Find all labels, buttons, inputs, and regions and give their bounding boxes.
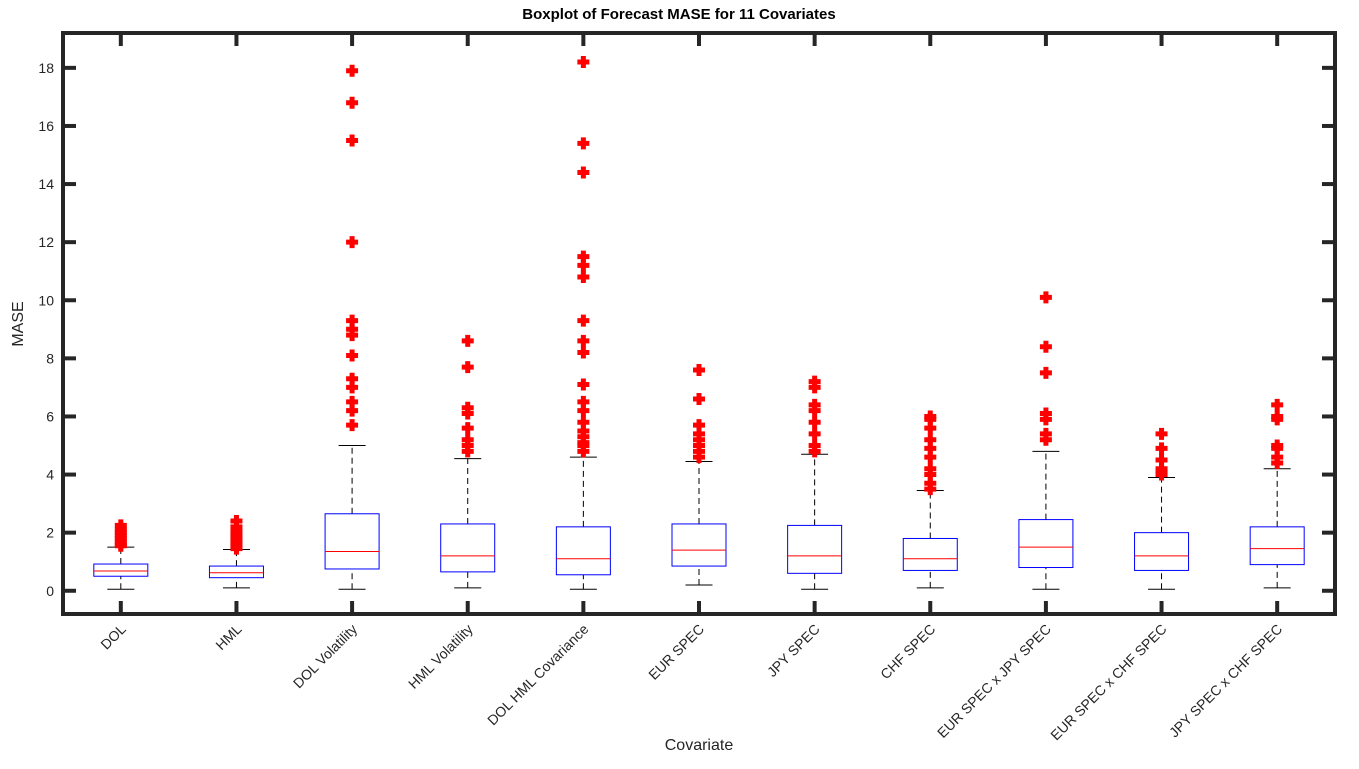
iqr-box (324, 513, 380, 570)
iqr-box (1018, 519, 1074, 569)
outlier-point (808, 375, 821, 388)
outlier-point (346, 349, 359, 362)
outlier-point (808, 416, 821, 429)
outlier-point (577, 166, 590, 179)
y-tick-label: 8 (46, 350, 54, 366)
y-axis-label: MASE (10, 301, 27, 346)
y-tick-label: 6 (46, 408, 54, 424)
outlier-point (577, 56, 590, 69)
chart-title: Boxplot of Forecast MASE for 11 Covariat… (522, 6, 835, 23)
y-tick-label: 0 (46, 583, 54, 599)
outlier-point (114, 519, 127, 532)
iqr-box (440, 523, 496, 573)
y-tick-label: 2 (46, 525, 54, 541)
iqr-box (93, 563, 149, 577)
outlier-point (808, 398, 821, 411)
outlier-point (1039, 366, 1052, 379)
iqr-box (902, 537, 958, 571)
outlier-point (346, 419, 359, 432)
outlier-point (577, 250, 590, 263)
y-tick-label: 18 (38, 60, 54, 76)
outlier-point (230, 515, 243, 528)
x-axis-label: Covariate (665, 737, 734, 754)
y-tick-label: 4 (46, 467, 54, 483)
box-group-10 (1134, 427, 1190, 590)
x-tick-label: JPY SPEC (764, 621, 823, 680)
outlier-point (577, 271, 590, 284)
outlier-point (693, 393, 705, 406)
box-group-2 (208, 515, 264, 589)
outlier-point (693, 363, 705, 376)
box-group-5 (555, 56, 611, 590)
x-tick-label: EUR SPEC (645, 621, 707, 683)
box-group-8 (902, 410, 958, 589)
y-tick-label: 12 (38, 234, 54, 250)
outlier-point (346, 64, 359, 77)
outlier-point (1271, 439, 1284, 452)
x-tick-label: DOL Volatility (290, 621, 360, 691)
iqr-box (555, 526, 611, 576)
box-group-6 (671, 363, 727, 586)
outlier-point (1155, 427, 1168, 440)
box-group-3 (324, 64, 380, 590)
outlier-point (1039, 340, 1052, 353)
iqr-box (787, 524, 843, 574)
outlier-point (346, 372, 359, 385)
x-tick-label: HML (212, 621, 244, 653)
outlier-point (693, 419, 705, 432)
outlier-point (808, 427, 821, 440)
outlier-point (461, 401, 474, 414)
outlier-point (924, 433, 937, 446)
outlier-point (346, 236, 359, 249)
outlier-point (346, 395, 359, 408)
y-tick-label: 14 (38, 176, 54, 192)
x-tick-label: EUR SPEC x CHF SPEC (1047, 621, 1169, 743)
y-tick-label: 10 (38, 292, 54, 308)
x-tick-label: HML Volatility (405, 621, 476, 692)
iqr-box (1134, 532, 1190, 571)
outlier-point (346, 134, 359, 147)
x-tick-label: JPY SPEC x CHF SPEC (1166, 621, 1286, 741)
box-group-1 (93, 519, 149, 590)
outlier-point (461, 422, 474, 435)
plot-area (63, 33, 1335, 614)
outlier-point (1271, 398, 1284, 411)
x-tick-label: CHF SPEC (877, 621, 938, 682)
outlier-point (346, 314, 359, 327)
iqr-box (1249, 526, 1305, 566)
outlier-point (924, 462, 937, 475)
outlier-point (577, 137, 590, 150)
iqr-box (671, 523, 727, 567)
x-tick-label: DOL HML Covariance (484, 621, 592, 729)
outlier-point (1039, 291, 1052, 304)
outlier-point (577, 346, 590, 359)
x-tick-label: EUR SPEC x JPY SPEC (934, 621, 1054, 741)
outlier-point (461, 334, 474, 347)
box-group-4 (440, 334, 496, 589)
outlier-point (1155, 442, 1168, 455)
outlier-point (1155, 454, 1168, 467)
outlier-point (346, 96, 359, 109)
box-group-9 (1018, 291, 1074, 590)
outlier-point (808, 439, 821, 452)
outlier-point (924, 410, 937, 423)
iqr-box (208, 565, 264, 579)
outlier-point (577, 416, 590, 429)
outlier-point (577, 395, 590, 408)
outlier-point (577, 378, 590, 391)
outlier-point (1039, 407, 1052, 420)
box-group-7 (787, 375, 843, 590)
tick-labels: DOL HML DOL Volatility HML Volatility DOL HM… (38, 60, 1285, 743)
x-tick-label: DOL (97, 621, 129, 653)
outlier-point (461, 433, 474, 446)
y-tick-label: 16 (38, 118, 54, 134)
outlier-point (1271, 410, 1284, 423)
outlier-point (1039, 427, 1052, 440)
outlier-point (577, 314, 590, 327)
outlier-point (577, 334, 590, 347)
outlier-point (461, 361, 474, 374)
axes-frame (61, 31, 1337, 616)
box-group-11 (1249, 398, 1305, 589)
